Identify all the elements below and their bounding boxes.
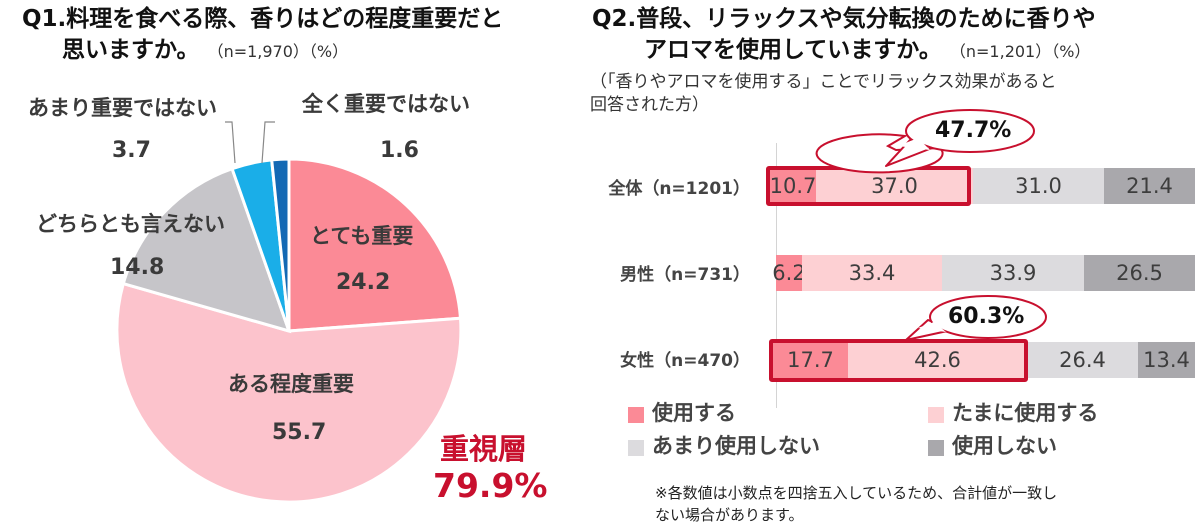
legend-label-never: 使用しない xyxy=(952,434,1057,458)
row-label-female: 女性（n=470） xyxy=(620,351,750,371)
highlight-box-female xyxy=(769,339,1028,382)
bar-row-all: 10.7 37.0 31.0 21.4 xyxy=(770,168,1195,204)
legend-item-rarely: あまり使用しない xyxy=(628,430,820,460)
bar-seg-rarely: 26.4 xyxy=(1027,342,1138,378)
bar-seg-use: 17.7 xyxy=(773,342,848,378)
row-label-all: 全体（n=1201） xyxy=(608,179,750,199)
q2-subtitle-line2: 回答された方） xyxy=(590,95,709,115)
q1-title-line1: Q1.料理を食べる際、香りはどの程度重要だと xyxy=(22,6,504,32)
bar-seg-rarely: 31.0 xyxy=(973,168,1104,204)
footnote-line1: ※各数値は小数点を四捨五入しているため、合計値が一致し xyxy=(655,484,1058,502)
pie-label-somewhat-important: ある程度重要 xyxy=(228,372,354,396)
pie-value-neutral: 14.8 xyxy=(110,255,165,280)
pie-label-not-very-important: あまり重要ではない xyxy=(28,96,217,120)
pie-label-neutral: どちらとも言えない xyxy=(36,212,225,236)
pie-value-somewhat-important: 55.7 xyxy=(272,420,327,445)
legend-label-use: 使用する xyxy=(652,401,736,425)
emphasis-value: 79.9% xyxy=(433,466,548,505)
bar-seg-never: 21.4 xyxy=(1104,168,1195,204)
footnote-line2: ない場合があります。 xyxy=(655,506,804,524)
bar-row-male: 6.2 33.4 33.9 26.5 xyxy=(772,255,1195,291)
emphasis-label: 重視層 xyxy=(440,432,528,466)
q1-pie-chart xyxy=(115,121,463,504)
q2-title-text: アロマを使用していますか。 xyxy=(644,37,942,63)
pie-slice-very-important xyxy=(287,157,463,333)
callout-bubble-female xyxy=(905,319,953,341)
q2-title-line1: Q2.普段、リラックスや気分転換のために香りや xyxy=(592,6,1096,32)
bar-seg-sometimes: 42.6 xyxy=(848,342,1027,378)
pie-slice-neutral xyxy=(121,166,292,334)
callout-text-all: 47.7% xyxy=(935,118,1012,143)
legend-swatch-sometimes xyxy=(928,407,944,423)
legend-item-sometimes: たまに使用する xyxy=(928,397,1098,427)
bar-seg-rarely: 33.9 xyxy=(942,255,1084,291)
legend-item-never: 使用しない xyxy=(928,430,1057,460)
leader-line-not-at-all xyxy=(261,121,275,164)
pie-slice-somewhat-important xyxy=(115,281,463,504)
legend-label-sometimes: たまに使用する xyxy=(952,401,1099,425)
pie-value-very-important: 24.2 xyxy=(336,270,391,295)
bar-seg-use: 10.7 xyxy=(770,168,816,204)
legend-label-rarely: あまり使用しない xyxy=(652,434,820,458)
legend-swatch-rarely xyxy=(628,440,644,456)
leader-line-not-very-important xyxy=(225,121,236,164)
legend-swatch-use xyxy=(628,407,644,423)
pie-slice-not-at-all xyxy=(270,157,291,332)
pie-label-not-at-all: 全く重要ではない xyxy=(302,92,470,116)
legend-item-use: 使用する xyxy=(628,397,736,427)
q2-meta: （n=1,201）（%） xyxy=(949,42,1091,61)
q1-title-line2: 思いますか。 （n=1,970）（%） xyxy=(62,35,348,67)
bar-seg-never: 13.4 xyxy=(1138,342,1195,378)
bar-seg-sometimes: 33.4 xyxy=(802,255,942,291)
bar-seg-use: 6.2 xyxy=(772,255,806,291)
pie-value-not-very-important: 3.7 xyxy=(112,138,151,163)
highlight-box-all xyxy=(766,166,971,206)
pie-value-not-at-all: 1.6 xyxy=(380,138,419,163)
bar-row-female: 17.7 42.6 26.4 13.4 xyxy=(773,342,1195,378)
callout-text-female: 60.3% xyxy=(948,304,1025,329)
legend-swatch-never xyxy=(928,440,944,456)
q2-title-line2: アロマを使用していますか。 （n=1,201）（%） xyxy=(644,35,1090,67)
pie-label-very-important: とても重要 xyxy=(310,224,414,248)
bar-seg-never: 26.5 xyxy=(1084,255,1195,291)
q2-subtitle-line1: （「香りやアロマを使用する」ことでリラックス効果があると xyxy=(590,72,1057,92)
q1-title-text: 思いますか。 xyxy=(62,37,200,63)
bar-seg-sometimes: 37.0 xyxy=(816,168,973,204)
q1-meta: （n=1,970）（%） xyxy=(207,42,349,61)
row-label-male: 男性（n=731） xyxy=(620,265,750,285)
